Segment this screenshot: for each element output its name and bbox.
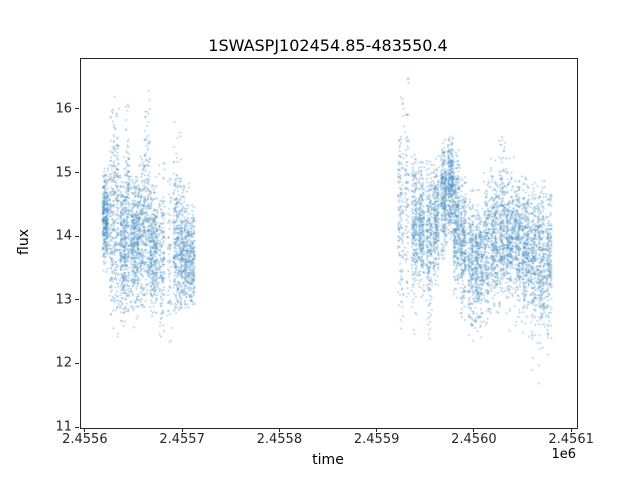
y-tick-label: 16 (55, 101, 72, 117)
x-tick-label: 2.4561 (548, 432, 594, 447)
x-tick-mark (181, 428, 183, 432)
y-tick-mark (75, 426, 79, 428)
x-axis-label: time (312, 452, 344, 468)
x-tick-label: 2.4558 (256, 432, 303, 447)
plot-area (80, 58, 578, 429)
y-tick-mark (75, 235, 79, 237)
scatter-points (81, 59, 577, 428)
x-tick-label: 2.4556 (62, 432, 108, 447)
x-tick-mark (376, 428, 378, 432)
y-tick-label: 15 (55, 165, 72, 181)
y-tick-mark (75, 108, 79, 110)
chart-title: 1SWASPJ102454.85-483550.4 (208, 36, 448, 55)
x-tick-label: 2.4557 (159, 432, 205, 447)
x-tick-mark (473, 428, 475, 432)
x-tick-label: 2.4559 (353, 432, 400, 447)
x-tick-mark (278, 428, 280, 432)
x-axis-offset-label: 1e6 (551, 447, 576, 462)
y-tick-label: 14 (55, 228, 72, 244)
x-tick-mark (570, 428, 572, 432)
y-tick-label: 12 (55, 355, 72, 371)
y-tick-label: 13 (55, 292, 72, 308)
y-tick-label: 11 (55, 419, 72, 435)
y-tick-mark (75, 299, 79, 301)
x-tick-label: 2.4560 (451, 432, 497, 447)
y-tick-mark (75, 172, 79, 174)
y-axis-label: flux (16, 229, 32, 255)
y-tick-mark (75, 362, 79, 364)
x-tick-mark (84, 428, 86, 432)
